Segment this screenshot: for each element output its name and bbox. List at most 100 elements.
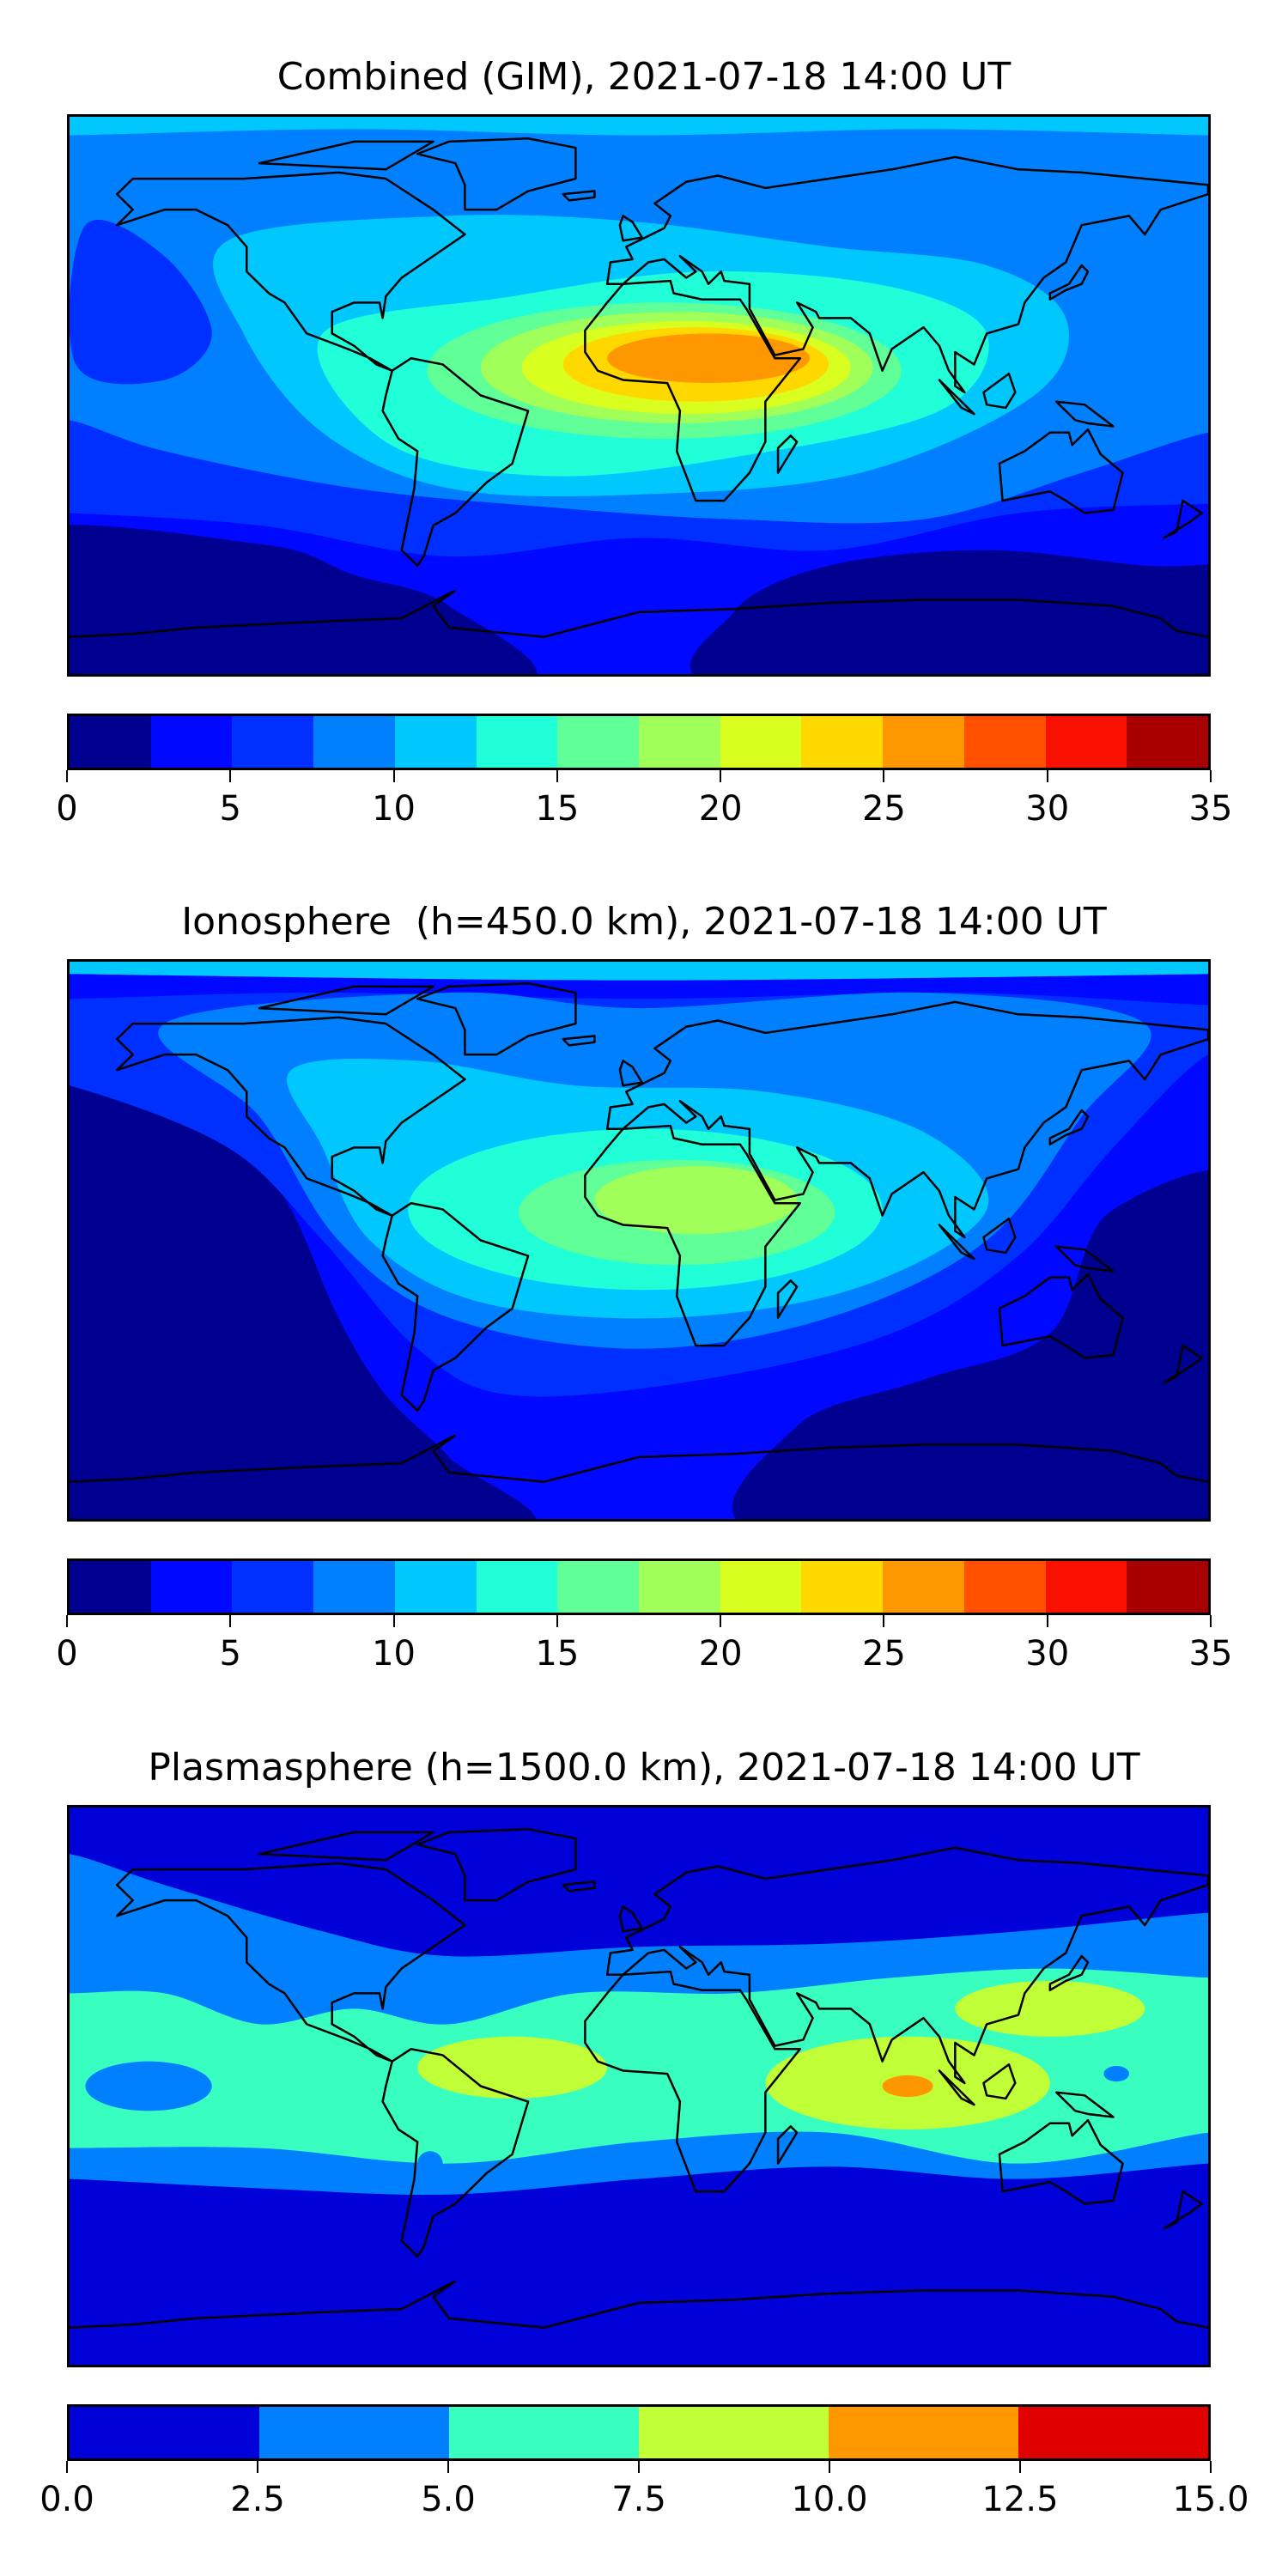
- coastline: [383, 358, 528, 566]
- colorbar-swatch: [829, 2407, 1018, 2458]
- colorbar-tick: [829, 2461, 830, 2473]
- colorbar-swatch: [801, 716, 884, 768]
- coastline: [259, 142, 434, 169]
- colorbar-tick-label: 2.5: [230, 2480, 285, 2519]
- coastline: [563, 1882, 595, 1892]
- colorbar-tick-label: 15: [535, 1634, 580, 1674]
- coastline: [939, 2070, 975, 2105]
- coastline: [939, 380, 975, 414]
- coastline: [607, 1002, 1208, 1237]
- colorbar-tick-label: 30: [1025, 1634, 1070, 1674]
- colorbar-swatch: [639, 1561, 720, 1613]
- colorbar-swatch: [557, 716, 640, 768]
- contour-fill-level-4: [70, 962, 1208, 981]
- colorbar-tick: [1210, 1615, 1212, 1627]
- coastline: [607, 1848, 1208, 2083]
- coastline: [259, 987, 434, 1014]
- colorbar-tick-label: 20: [698, 789, 743, 829]
- colorbar-tick-label: 10: [372, 789, 416, 829]
- colorbar-tick-label: 0: [56, 789, 78, 829]
- contour-fill-level-3: [955, 1980, 1145, 2037]
- colorbar-swatch: [150, 716, 233, 768]
- coastline: [117, 173, 465, 371]
- coastline: [417, 983, 575, 1054]
- colorbar-swatch: [232, 716, 314, 768]
- coastline: [259, 1832, 434, 1860]
- colorbar-swatch: [232, 1561, 314, 1613]
- colorbar-tick: [720, 770, 722, 782]
- panel-plasmasphere: Plasmasphere (h=1500.0 km), 2021-07-18 1…: [0, 1691, 1288, 2537]
- colorbar: [67, 1558, 1211, 1615]
- colorbar-tick-label: 12.5: [981, 2480, 1059, 2519]
- colorbar-tick: [1210, 2461, 1212, 2473]
- coastline: [983, 1218, 1015, 1253]
- colorbar-tick: [1046, 770, 1048, 782]
- map-ionosphere: [67, 959, 1211, 1522]
- colorbar-swatch: [1045, 716, 1127, 768]
- coastline: [383, 2049, 528, 2257]
- colorbar-swatch: [639, 716, 720, 768]
- colorbar-tick: [66, 770, 68, 782]
- colorbar-tick-label: 15: [535, 789, 580, 829]
- colorbar-tick-label: 0: [56, 1634, 78, 1674]
- colorbar-tick-label: 35: [1188, 789, 1233, 829]
- colorbar-tick-label: 35: [1188, 1634, 1233, 1674]
- colorbar-tick-label: 0.0: [39, 2480, 94, 2519]
- contour-map: [70, 1807, 1208, 2365]
- colorbar-swatch: [394, 1561, 477, 1613]
- coastline: [563, 1036, 595, 1046]
- contour-fill-level-0: [732, 1170, 1208, 1519]
- colorbar-tick-label: 5.0: [421, 2480, 476, 2519]
- coastline: [999, 1274, 1123, 1358]
- colorbar-swatch: [720, 1561, 802, 1613]
- coastline: [1050, 265, 1088, 300]
- colorbar-swatch: [70, 1561, 151, 1613]
- coastline: [1163, 501, 1201, 538]
- coastline: [999, 2120, 1123, 2203]
- coastline: [620, 1906, 642, 1931]
- colorbar-tick-label: 25: [861, 1634, 906, 1674]
- colorbar-swatch: [70, 716, 151, 768]
- colorbar-swatch: [883, 1561, 964, 1613]
- colorbar-tick: [447, 2461, 449, 2473]
- contour-fill-level-1: [85, 2061, 212, 2111]
- coastline: [620, 1060, 642, 1085]
- contour-fill-level-2: [70, 219, 212, 385]
- colorbar-swatch: [150, 1561, 233, 1613]
- colorbar-swatch: [1127, 1561, 1209, 1613]
- contour-fill-level-1: [1103, 2066, 1129, 2082]
- colorbar-swatch: [1045, 1561, 1127, 1613]
- colorbar-tick: [720, 1615, 722, 1627]
- colorbar-tick-label: 15.0: [1172, 2480, 1249, 2519]
- colorbar-tick-label: 30: [1025, 789, 1070, 829]
- contour-map: [70, 117, 1208, 674]
- colorbar-tick: [229, 770, 232, 782]
- coastline: [417, 138, 575, 210]
- contour-fill-level-4: [882, 2075, 933, 2098]
- coastline: [1163, 1346, 1201, 1382]
- colorbar-swatch: [259, 2407, 449, 2458]
- coastline: [585, 1971, 799, 2191]
- colorbar-swatch: [963, 716, 1046, 768]
- colorbar-tick: [1019, 2461, 1021, 2473]
- contour-fill-level-4: [70, 117, 1208, 136]
- chart-title: Combined (GIM), 2021-07-18 14:00 UT: [276, 55, 1012, 99]
- coastline: [620, 216, 642, 240]
- contour-fill-level-0: [70, 525, 538, 674]
- panel-combined: Combined (GIM), 2021-07-18 14:00 UT 0 5 10…: [0, 0, 1288, 846]
- colorbar-swatch: [883, 716, 964, 768]
- map-combined: [67, 114, 1211, 677]
- coastline-antarctica: [70, 2281, 1208, 2328]
- coastline: [1056, 1247, 1113, 1272]
- colorbar-tick-label: 10: [372, 1634, 416, 1674]
- coastline: [1056, 2093, 1113, 2117]
- chart-title: Plasmasphere (h=1500.0 km), 2021-07-18 1…: [148, 1746, 1140, 1789]
- chart-title: Ionosphere (h=450.0 km), 2021-07-18 14:0…: [181, 900, 1107, 944]
- colorbar-axis: 0 5 10 15 20 25 30 35: [56, 1615, 1232, 1684]
- colorbar-tick-label: 20: [698, 1634, 743, 1674]
- colorbar-swatch: [1127, 716, 1209, 768]
- coastline: [383, 1203, 528, 1411]
- colorbar-tick: [1210, 770, 1212, 782]
- colorbar-swatch: [639, 2407, 829, 2458]
- colorbar-tick: [392, 770, 395, 782]
